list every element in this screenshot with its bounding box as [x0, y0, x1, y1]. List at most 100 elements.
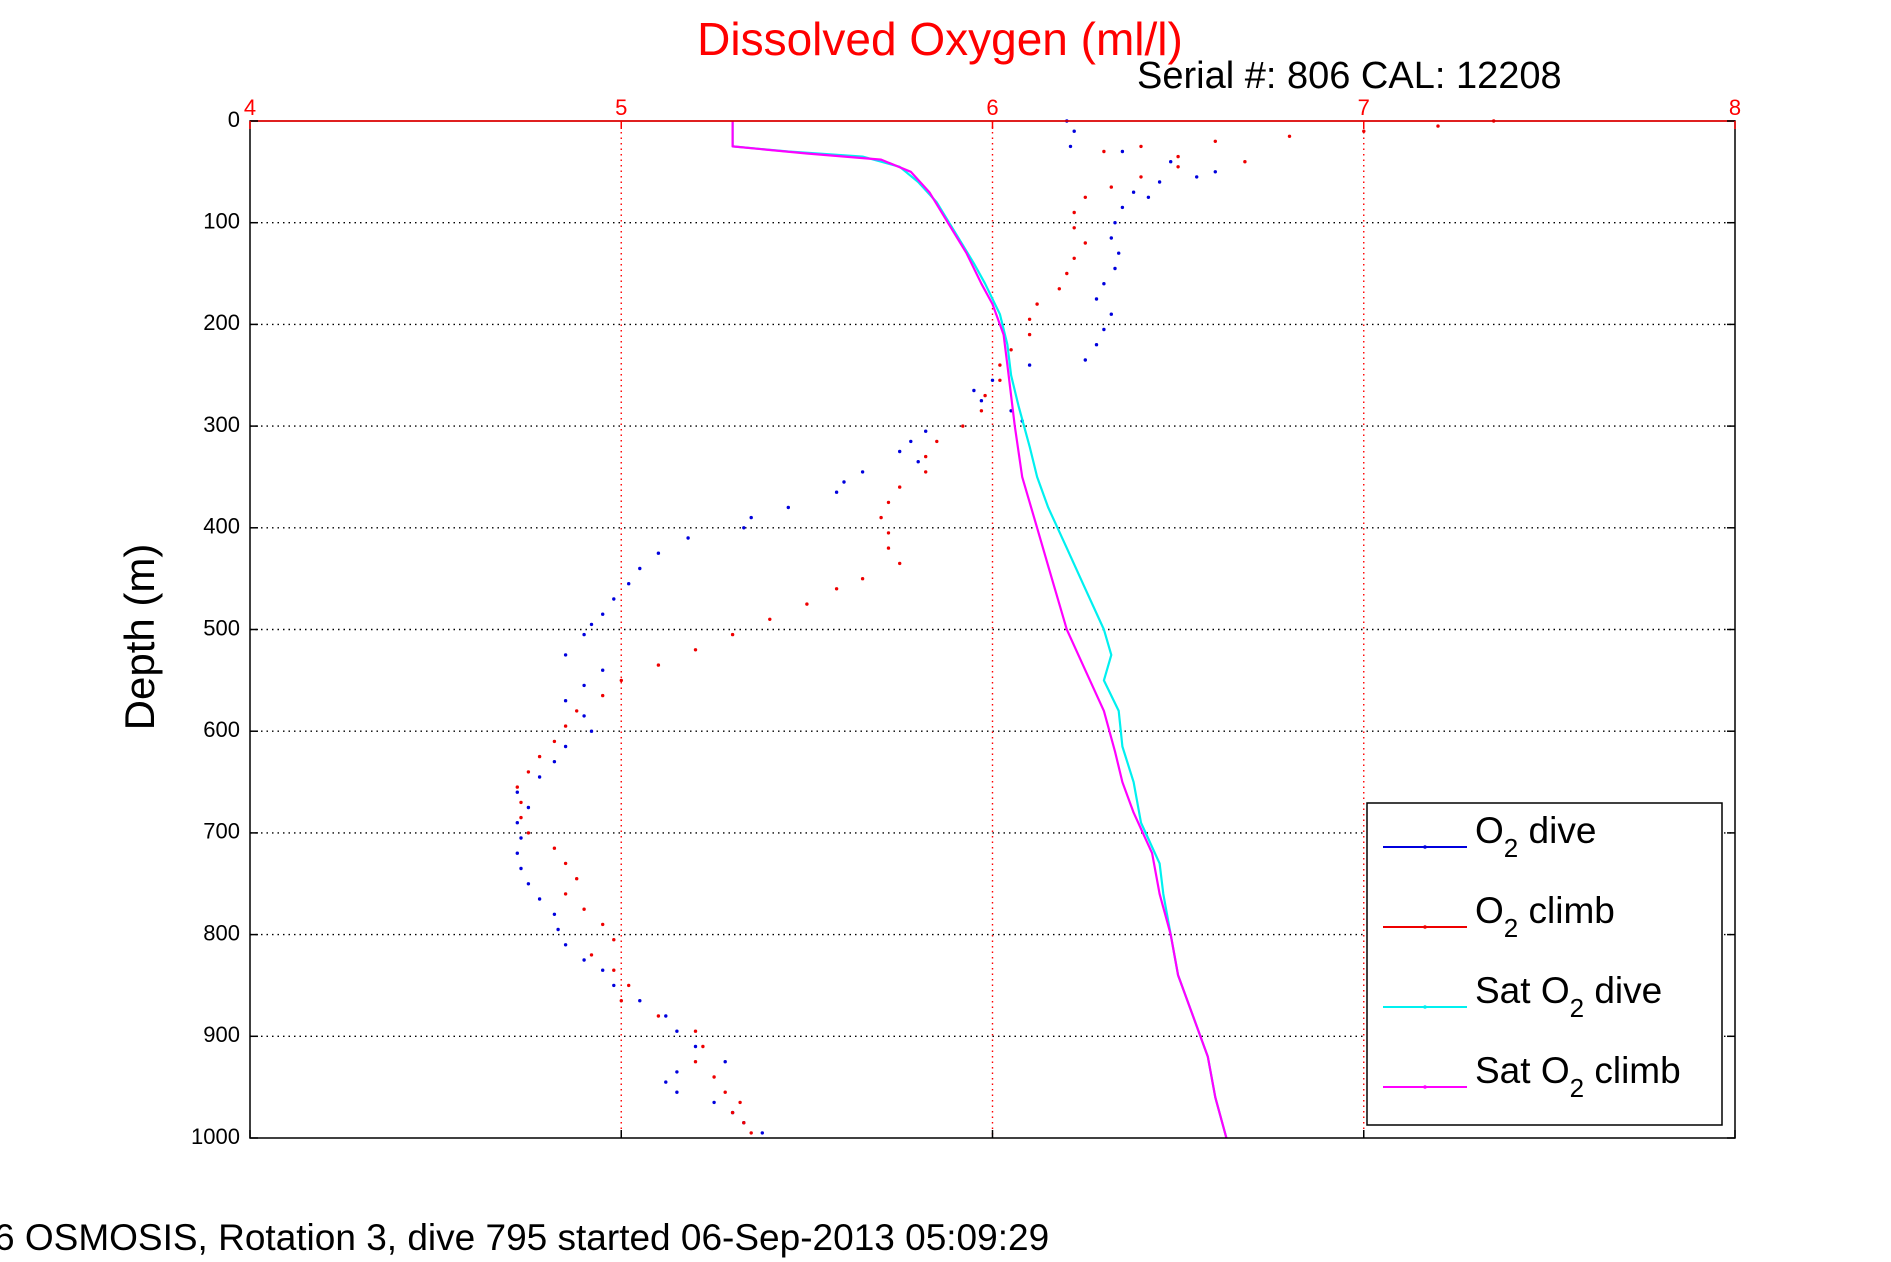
- legend-entry: Sat O2 dive: [1383, 970, 1662, 1023]
- data-point: [1120, 205, 1125, 210]
- legend-marker: [1423, 1005, 1427, 1009]
- data-layer: [515, 119, 1496, 1139]
- data-point: [552, 739, 557, 744]
- data-point: [589, 953, 594, 957]
- data-point: [712, 1075, 716, 1079]
- x-tick-label: 5: [615, 95, 627, 120]
- data-point: [612, 938, 616, 942]
- legend-label: Sat O2 dive: [1475, 970, 1662, 1023]
- data-point: [656, 1014, 661, 1018]
- series-sat-o2-climb: [731, 121, 1228, 1139]
- data-point: [627, 582, 631, 586]
- data-point: [860, 577, 865, 581]
- data-point: [1072, 226, 1076, 230]
- data-point: [575, 709, 579, 713]
- data-point: [1436, 124, 1440, 128]
- tick-layer: 0 100 200 300 400 500 600 700 800 900 1000 4 5 6 7 8: [191, 95, 1741, 1149]
- data-point: [552, 846, 557, 850]
- data-point: [935, 439, 939, 444]
- series-line-sat-o2-dive: [731, 121, 1228, 1139]
- data-point: [1146, 195, 1151, 199]
- data-point: [1113, 221, 1117, 225]
- y-tick-label: 100: [203, 209, 240, 234]
- data-point: [638, 566, 642, 571]
- data-point: [612, 983, 616, 988]
- data-point: [1057, 287, 1062, 291]
- data-point: [693, 1060, 698, 1064]
- data-point: [582, 683, 586, 688]
- data-point: [563, 653, 568, 657]
- data-point: [675, 1090, 679, 1094]
- data-point: [526, 831, 531, 835]
- data-point: [742, 526, 746, 530]
- data-point: [563, 744, 568, 749]
- dive-caption: 6 OSMOSIS, Rotation 3, dive 795 started …: [0, 1217, 1049, 1258]
- legend-label: Sat O2 climb: [1475, 1050, 1681, 1103]
- data-point: [638, 999, 642, 1003]
- data-point: [738, 1100, 742, 1105]
- data-point: [998, 363, 1002, 367]
- data-point: [589, 622, 594, 627]
- data-point: [834, 587, 839, 591]
- data-point: [612, 597, 616, 601]
- data-point: [563, 724, 568, 728]
- data-point: [589, 729, 594, 733]
- data-point: [834, 490, 839, 494]
- data-point: [1009, 348, 1013, 352]
- data-point: [730, 1110, 735, 1115]
- data-point: [1109, 236, 1114, 240]
- data-point: [760, 1131, 764, 1135]
- data-point: [1102, 327, 1106, 332]
- data-point: [664, 1080, 668, 1084]
- data-point: [898, 449, 902, 454]
- data-point: [805, 602, 809, 606]
- data-point: [693, 1044, 698, 1049]
- y-tick-label: 200: [203, 310, 240, 335]
- data-point: [1113, 266, 1117, 271]
- legend-marker: [1423, 1085, 1427, 1089]
- y-tick-label: 500: [203, 615, 240, 640]
- x-tick-label: 6: [986, 95, 998, 120]
- data-point: [1195, 175, 1199, 179]
- grid-layer: [250, 121, 1735, 1138]
- data-point: [1094, 343, 1099, 347]
- data-point: [686, 536, 690, 540]
- data-point: [1083, 358, 1088, 362]
- data-point: [1109, 185, 1114, 189]
- y-tick-label: 900: [203, 1022, 240, 1047]
- data-point: [886, 500, 891, 505]
- series-line-sat-o2-climb: [731, 121, 1228, 1139]
- legend-entry: Sat O2 climb: [1383, 1050, 1681, 1103]
- data-point: [768, 617, 772, 621]
- data-point: [972, 388, 976, 393]
- legend-box: [1366, 802, 1723, 1126]
- data-point: [1362, 129, 1366, 133]
- data-point: [1139, 144, 1143, 149]
- data-point: [1068, 144, 1073, 149]
- y-axis-label: Depth (m): [116, 544, 163, 731]
- series-o2-dive: [515, 119, 1218, 1135]
- data-point: [515, 785, 519, 789]
- data-point: [601, 922, 605, 927]
- data-point: [1035, 302, 1039, 306]
- data-point: [656, 663, 661, 667]
- data-point: [601, 668, 605, 672]
- y-tick-label: 600: [203, 717, 240, 742]
- data-point: [526, 805, 531, 810]
- data-point: [675, 1070, 679, 1074]
- legend-entry: O2 dive: [1383, 810, 1596, 863]
- data-point: [601, 968, 605, 972]
- x-tick-label: 4: [244, 95, 256, 120]
- data-point: [563, 943, 568, 947]
- data-point: [730, 632, 735, 637]
- data-point: [879, 515, 883, 520]
- data-point: [664, 1014, 668, 1018]
- data-point: [526, 770, 531, 774]
- data-point: [1213, 139, 1218, 143]
- data-point: [916, 460, 920, 464]
- serial-cal-label: Serial #: 806 CAL: 12208: [1137, 55, 1562, 97]
- legend-marker: [1423, 925, 1427, 929]
- data-point: [575, 877, 579, 881]
- data-point: [1027, 332, 1032, 337]
